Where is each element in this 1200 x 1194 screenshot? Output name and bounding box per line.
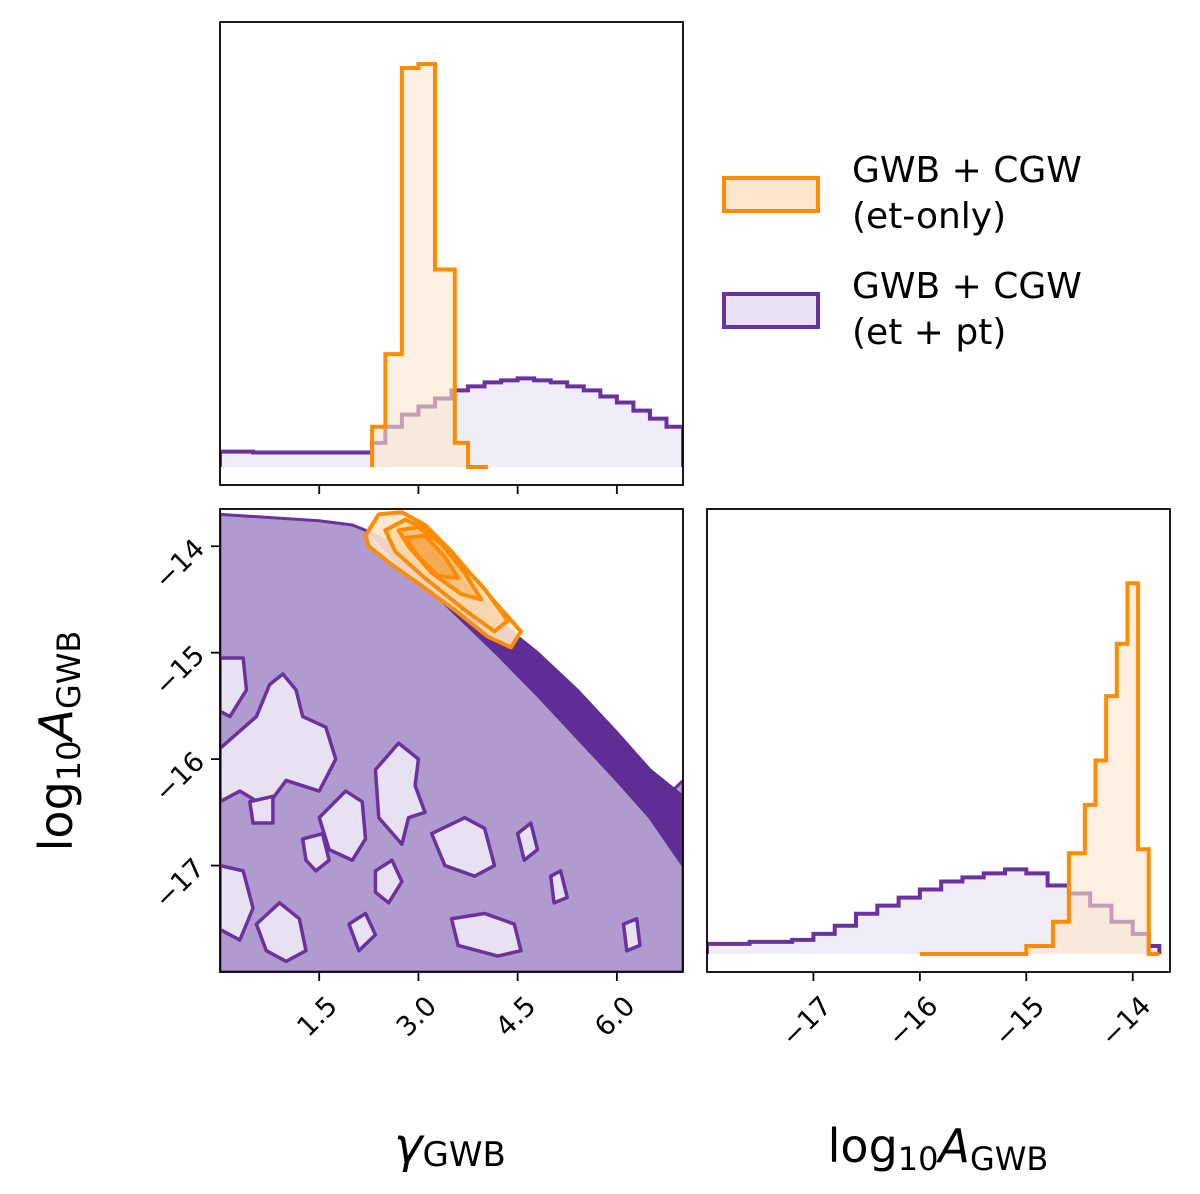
- amplitude-marginal-frame: [706, 508, 1171, 973]
- et-pt-low-density-island-14: [548, 869, 569, 905]
- joint-frame: [219, 508, 684, 973]
- gamma-hist-et-only-outline: [370, 62, 488, 469]
- amplitude-hist-et-pt-fill: [707, 869, 1160, 954]
- et-pt-low-density-island-8: [254, 901, 308, 964]
- et-pt-low-density-island-4: [373, 741, 427, 847]
- et-pt-low-density-island-6: [449, 911, 523, 958]
- amplitude-marginal-tick-label--17: −17: [776, 991, 838, 1053]
- legend-label-et-only-line2: (et-only): [852, 196, 1006, 237]
- amplitude-tick-label--15: −15: [149, 640, 211, 702]
- legend: GWB + CGW (et-only) GWB + CGW (et + pt): [722, 150, 1082, 353]
- x-axis-label-amplitude: log10AGWB: [828, 1119, 1049, 1178]
- legend-swatch-et-pt: [722, 292, 820, 329]
- amplitude-marginal-tick-label--14: −14: [1095, 991, 1157, 1053]
- et-pt-low-density-island-7: [220, 863, 255, 942]
- gamma-marginal-panel: [219, 21, 684, 494]
- et-pt-low-density-island-2: [220, 672, 338, 809]
- amplitude-marginal-tick-label--15: −15: [989, 991, 1051, 1053]
- x-axis-label-gamma: γGWB: [394, 1118, 506, 1175]
- amplitude-hist-et-only-fill: [919, 583, 1160, 954]
- amplitude-marginal-panel: −17 −16 −15 −14: [706, 508, 1171, 1053]
- gamma-tick-label-3: 3.0: [391, 991, 443, 1043]
- amplitude-histograms: [707, 581, 1162, 956]
- joint-contours: [220, 510, 683, 972]
- gamma-tick-label-4.5: 4.5: [490, 991, 542, 1043]
- amplitude-marginal-ticks: −17 −16 −15 −14: [776, 972, 1157, 1053]
- gamma-tick-label-1.5: 1.5: [291, 991, 343, 1043]
- gamma-tick-label-6: 6.0: [589, 991, 641, 1043]
- legend-label-et-pt-line1: GWB + CGW: [852, 266, 1082, 307]
- amplitude-hist-et-only-outline: [919, 581, 1160, 956]
- et-pt-low-density-island-9: [300, 831, 331, 873]
- gamma-hist-et-only-fill: [372, 64, 488, 467]
- et-pt-low-density-island-11: [373, 858, 404, 905]
- et-pt-low-density-island-10: [248, 794, 275, 825]
- et-pt-low-density-island-15: [621, 917, 642, 953]
- et-pt-low-density-island-12: [347, 911, 378, 953]
- et-pt-low-density-island-13: [515, 821, 540, 862]
- gamma-marginal-frame: [219, 21, 684, 486]
- et-only-contour-level-4: [403, 533, 461, 581]
- gamma-histograms: [220, 62, 683, 469]
- amplitude-tick-label--17: −17: [149, 853, 211, 915]
- y-axis-label-amplitude: log10AGWB: [29, 631, 88, 852]
- legend-swatch-et-only: [722, 176, 820, 213]
- et-pt-low-density-island-1: [220, 656, 249, 719]
- legend-label-et-pt-line2: (et + pt): [852, 312, 1006, 353]
- amplitude-tick-label--16: −16: [149, 746, 211, 808]
- legend-entry-et-pt: GWB + CGW (et + pt): [722, 266, 1082, 353]
- joint-contour-panel: 1.5 3.0 4.5 6.0 −14 −15 −16 −17: [149, 508, 684, 1043]
- amplitude-marginal-tick-label--16: −16: [882, 991, 944, 1053]
- et-pt-low-density-island-3: [317, 789, 368, 862]
- et-pt-low-density-island-5: [429, 815, 497, 878]
- amplitude-tick-label--14: −14: [149, 533, 211, 595]
- legend-label-et-only-line1: GWB + CGW: [852, 150, 1082, 191]
- gamma-marginal-ticks: [318, 485, 618, 494]
- legend-entry-et-only: GWB + CGW (et-only): [722, 150, 1082, 237]
